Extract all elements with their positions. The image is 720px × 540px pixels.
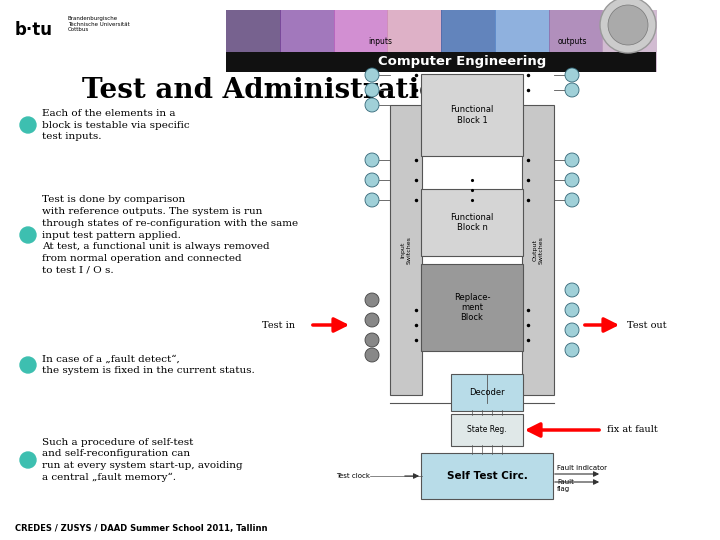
Text: Each of the elements in a
block is testable via specific
test inputs.: Each of the elements in a block is testa… (42, 109, 189, 141)
Circle shape (20, 227, 36, 243)
Circle shape (365, 68, 379, 82)
Bar (495, 10, 549, 72)
Bar (333, 10, 388, 72)
Text: Such a procedure of self-test
and self-reconfiguration can
run at every system s: Such a procedure of self-test and self-r… (42, 437, 243, 482)
Circle shape (565, 343, 579, 357)
Text: Test is done by comparison
with reference outputs. The system is run
through sta: Test is done by comparison with referenc… (42, 195, 298, 275)
FancyBboxPatch shape (451, 374, 523, 411)
Bar (441, 10, 496, 72)
Circle shape (365, 193, 379, 207)
Text: Test and Administration: Test and Administration (82, 77, 458, 104)
Circle shape (565, 303, 579, 317)
Text: b·tu: b·tu (15, 21, 53, 39)
Text: Replace-
ment
Block: Replace- ment Block (454, 293, 490, 322)
FancyBboxPatch shape (421, 264, 523, 351)
Bar (549, 10, 603, 72)
Text: CREDES / ZUSYS / DAAD Summer School 2011, Tallinn: CREDES / ZUSYS / DAAD Summer School 2011… (15, 523, 268, 532)
Circle shape (365, 333, 379, 347)
Text: Decoder: Decoder (469, 388, 505, 397)
Circle shape (365, 348, 379, 362)
Circle shape (565, 83, 579, 97)
FancyBboxPatch shape (421, 189, 523, 256)
Circle shape (565, 323, 579, 337)
Bar (226, 52, 656, 72)
Text: fix at fault: fix at fault (607, 426, 658, 435)
Text: Functional
Block n: Functional Block n (450, 213, 494, 232)
Bar (280, 10, 335, 72)
Text: State Reg.: State Reg. (467, 426, 507, 435)
Text: Test clock: Test clock (336, 473, 370, 479)
FancyBboxPatch shape (421, 453, 553, 499)
Text: Input
Switches: Input Switches (400, 236, 411, 264)
Text: outputs: outputs (557, 37, 587, 46)
Circle shape (565, 68, 579, 82)
Circle shape (565, 283, 579, 297)
Text: Computer Engineering: Computer Engineering (379, 56, 546, 69)
Circle shape (365, 153, 379, 167)
Circle shape (20, 117, 36, 133)
Circle shape (600, 0, 656, 53)
Text: Functional
Block 1: Functional Block 1 (450, 105, 494, 125)
Bar (387, 10, 442, 72)
Circle shape (565, 153, 579, 167)
Circle shape (365, 173, 379, 187)
Circle shape (565, 193, 579, 207)
Circle shape (565, 173, 579, 187)
Bar (522, 105, 554, 395)
Circle shape (365, 83, 379, 97)
Circle shape (20, 452, 36, 468)
FancyBboxPatch shape (451, 414, 523, 446)
Bar (226, 10, 281, 72)
Circle shape (20, 357, 36, 373)
Circle shape (608, 5, 648, 45)
Circle shape (365, 98, 379, 112)
Text: Brandenburgische
Technische Universität
Cottbus: Brandenburgische Technische Universität … (68, 16, 130, 32)
Text: Fault
flag: Fault flag (557, 480, 574, 492)
Text: Self Test Circ.: Self Test Circ. (446, 471, 528, 481)
FancyBboxPatch shape (421, 74, 523, 156)
Bar (602, 10, 657, 72)
Circle shape (365, 313, 379, 327)
Text: In case of a „fault detect“,
the system is fixed in the current status.: In case of a „fault detect“, the system … (42, 355, 255, 375)
Text: Fault indicator: Fault indicator (557, 465, 607, 471)
Bar (390, 105, 422, 395)
Circle shape (365, 293, 379, 307)
Text: Output
Switches: Output Switches (533, 236, 544, 264)
Text: inputs: inputs (368, 37, 392, 46)
Text: Test in: Test in (262, 321, 295, 329)
Text: Test out: Test out (627, 321, 667, 329)
